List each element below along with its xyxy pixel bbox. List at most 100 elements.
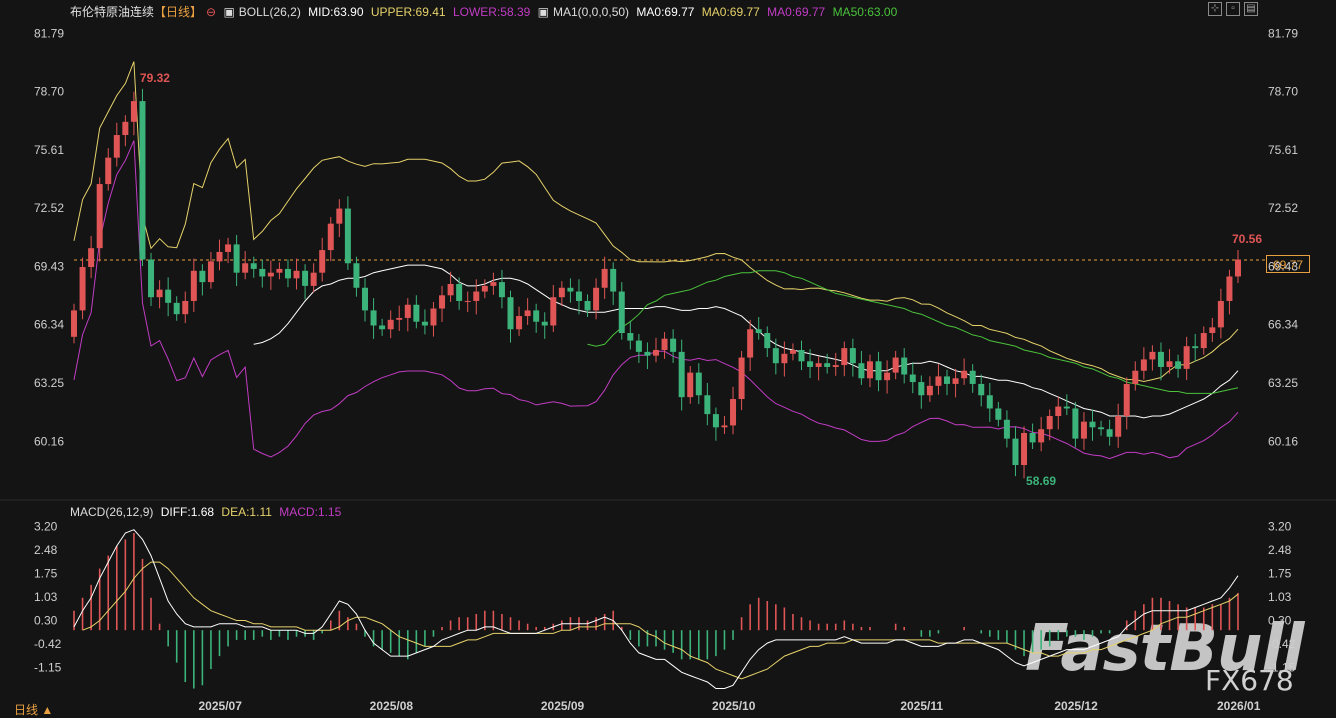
candle-body-up xyxy=(789,350,796,354)
candle-body-up xyxy=(1209,327,1216,334)
period-label: 【日线】 xyxy=(154,5,203,19)
candle-body-down xyxy=(772,348,779,364)
candle-body-up xyxy=(687,372,694,398)
candle-body-up xyxy=(1038,429,1045,443)
candle-body-down xyxy=(344,208,351,264)
candle-body-down xyxy=(233,244,240,273)
candle-body-up xyxy=(267,272,274,277)
candle-body-up xyxy=(79,267,86,311)
candle-body-down xyxy=(1063,406,1070,409)
date-axis-label: 2025/07 xyxy=(199,699,243,713)
candle-body-up xyxy=(781,353,788,364)
candle-body-up xyxy=(207,261,214,283)
candle-body-down xyxy=(1175,361,1182,369)
candle-body-down xyxy=(1072,408,1079,439)
price-legend: 布伦特原油连续【日线】 ⊖ ▣ BOLL(26,2) MID:63.90 UPPER… xyxy=(70,3,901,20)
boll-mid: MID:63.90 xyxy=(308,5,364,19)
candle-body-up xyxy=(156,289,163,298)
candle-body-down xyxy=(302,270,309,286)
candle-body-up xyxy=(866,361,873,379)
candle-body-down xyxy=(858,363,865,379)
candle-body-up xyxy=(1235,259,1241,277)
macd-diff: DIFF:1.68 xyxy=(160,505,215,519)
macd-axis-left-label: 1.75 xyxy=(34,566,58,580)
candle-body-up xyxy=(481,285,488,292)
price-axis-right-label: 75.61 xyxy=(1268,143,1298,157)
price-axis-left-label: 66.34 xyxy=(34,318,64,332)
candle-body-up xyxy=(242,263,249,273)
price-axis-right-label: 69.43 xyxy=(1268,259,1298,273)
candle-body-down xyxy=(944,376,950,384)
date-axis-label: 2026/01 xyxy=(1217,699,1261,713)
window-controls: ⊹ ▫ ▤ xyxy=(1208,2,1258,16)
macd-axis-left-label: 2.48 xyxy=(34,543,58,557)
candle-body-up xyxy=(336,208,343,224)
candle-body-down xyxy=(807,361,814,367)
watermark-code: FX678 xyxy=(1205,664,1294,697)
candle-body-down xyxy=(173,302,180,315)
period-selector[interactable]: 日线 ▲ xyxy=(14,703,54,717)
candle-body-up xyxy=(1149,351,1156,360)
candle-body-down xyxy=(901,357,908,375)
candle-body-down xyxy=(507,297,514,330)
candle-body-up xyxy=(96,184,103,249)
candle-body-up xyxy=(1123,383,1130,416)
diff-line xyxy=(73,529,1239,689)
candle-body-up xyxy=(832,365,839,367)
candle-body-up xyxy=(747,329,754,358)
candle-body-down xyxy=(413,304,420,322)
candle-body-down xyxy=(421,321,428,326)
candle-body-up xyxy=(113,135,120,158)
candle-body-down xyxy=(1098,427,1105,430)
candle-body-up xyxy=(730,399,737,426)
candle-body-up xyxy=(1226,276,1233,301)
candle-body-down xyxy=(575,291,582,301)
dea-line xyxy=(82,561,1239,680)
boll-label: BOLL(26,2) xyxy=(238,5,301,19)
candle-body-down xyxy=(379,325,386,330)
candle-body-up xyxy=(1132,370,1139,384)
candle-body-up xyxy=(721,425,728,428)
candle-body-down xyxy=(199,270,206,283)
candle-body-up xyxy=(558,287,565,298)
crosshair-icon[interactable]: ⊹ xyxy=(1208,2,1222,16)
boll-lower: LOWER:58.39 xyxy=(452,5,531,19)
candle-body-down xyxy=(250,263,257,269)
price-axis-left-label: 69.43 xyxy=(34,259,64,273)
macd-axis-right-label: 3.20 xyxy=(1268,519,1292,533)
macd-axis-left-label: -0.42 xyxy=(34,637,62,651)
candle-body-down xyxy=(1003,419,1010,439)
candle-body-down xyxy=(918,382,925,396)
price-axis-left-label: 63.25 xyxy=(34,376,64,390)
candle-body-down xyxy=(678,351,685,398)
candle-body-up xyxy=(387,319,394,330)
price-axis-left-label: 81.79 xyxy=(34,26,64,40)
date-axis-label: 2025/09 xyxy=(541,699,585,713)
last-price-tag: 69.77 xyxy=(1266,255,1310,273)
price-axis-left-label: 72.52 xyxy=(34,201,64,215)
ma0-b: MA0:69.77 xyxy=(701,5,760,19)
restore-icon[interactable]: ▫ xyxy=(1226,2,1240,16)
split-icon[interactable]: ▤ xyxy=(1244,2,1258,16)
macd-axis-right-label: 1.03 xyxy=(1268,590,1292,604)
candle-body-up xyxy=(310,272,317,286)
candle-body-down xyxy=(541,321,548,326)
ma0-a: MA0:69.77 xyxy=(636,5,695,19)
candle-body-up xyxy=(105,157,112,185)
settings-icon[interactable]: ⊖ xyxy=(206,5,217,19)
candle-body-up xyxy=(884,372,891,381)
macd-axis-left-label: -1.15 xyxy=(34,660,62,674)
candle-body-down xyxy=(148,259,155,298)
candle-body-down xyxy=(584,300,591,311)
candle-body-down xyxy=(627,333,634,341)
candle-body-up xyxy=(892,357,899,373)
price-axis-left-label: 60.16 xyxy=(34,434,64,448)
macd-axis-right-label: -0.42 xyxy=(1268,637,1296,651)
candle-body-down xyxy=(1157,351,1164,367)
candle-body-down xyxy=(1012,438,1019,466)
macd-axis-right-label: 0.30 xyxy=(1268,613,1292,627)
boll-icon: ▣ xyxy=(223,5,235,19)
price-axis-right-label: 72.52 xyxy=(1268,201,1298,215)
